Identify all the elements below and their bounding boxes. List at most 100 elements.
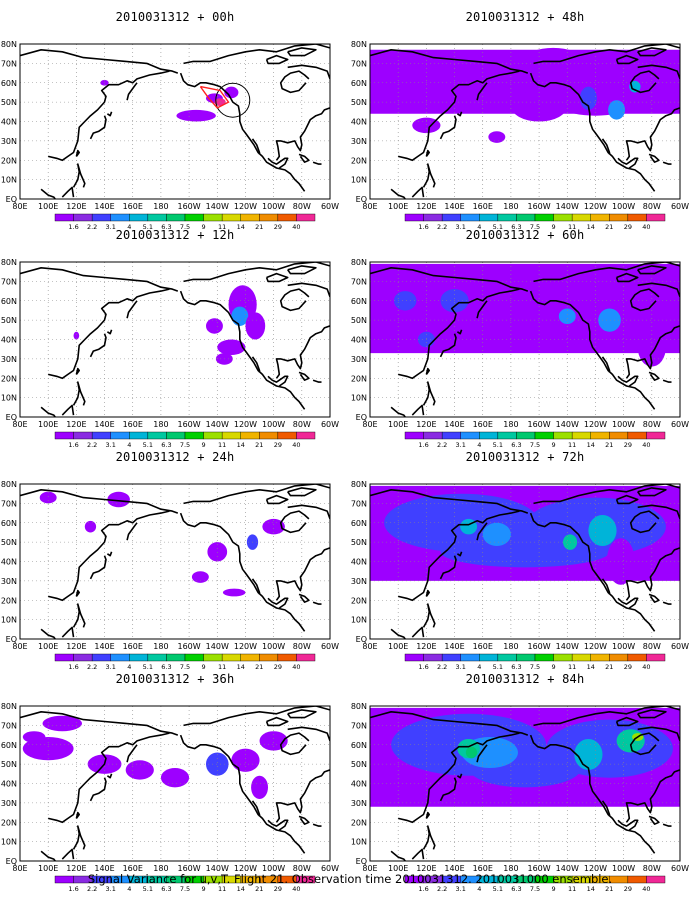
coastline bbox=[275, 325, 330, 379]
coastline bbox=[390, 628, 407, 639]
colorbar-label: 40 bbox=[292, 441, 300, 449]
shade-blob bbox=[231, 748, 260, 772]
lat-label: EQ bbox=[356, 195, 367, 204]
colorbar-label: 9 bbox=[552, 223, 556, 231]
colorbar-swatch bbox=[571, 653, 591, 662]
coastline bbox=[615, 716, 639, 727]
colorbar-label: 11 bbox=[568, 663, 576, 671]
map-frame bbox=[19, 43, 331, 200]
coastline bbox=[287, 487, 317, 497]
lon-label: 120W bbox=[234, 864, 257, 873]
colorbar-label: 1.6 bbox=[418, 885, 428, 893]
lat-label: 60N bbox=[351, 741, 367, 750]
lat-label: 40N bbox=[1, 558, 17, 567]
colorbar-label: 6.3 bbox=[161, 885, 171, 893]
colorbar-label: 21 bbox=[255, 663, 263, 671]
coastline bbox=[529, 512, 656, 632]
coastline bbox=[529, 72, 656, 192]
panel-title: 2010031312 + 84h bbox=[465, 672, 585, 686]
coastline bbox=[601, 578, 611, 595]
shading-layer bbox=[20, 44, 330, 199]
colorbar-label: 9 bbox=[552, 663, 556, 671]
colorbar-label: 9 bbox=[202, 223, 206, 231]
shade-blob bbox=[245, 312, 266, 340]
lat-label: 20N bbox=[351, 596, 367, 605]
colorbar-swatch bbox=[240, 653, 260, 662]
coastline bbox=[89, 333, 107, 358]
colorbar-label: 3.1 bbox=[456, 663, 466, 671]
colorbar-label: 40 bbox=[642, 885, 650, 893]
coastline bbox=[456, 111, 463, 117]
colorbar-swatch bbox=[54, 431, 74, 440]
shade-blob bbox=[217, 339, 246, 355]
colorbar-label: 9 bbox=[552, 441, 556, 449]
map-frame bbox=[369, 483, 681, 640]
shade-blob bbox=[224, 86, 239, 99]
colorbar-label: 29 bbox=[624, 223, 632, 231]
coastline bbox=[533, 262, 680, 283]
lon-label: 60W bbox=[671, 642, 689, 651]
lon-label: 120E bbox=[416, 202, 436, 211]
colorbar-swatch bbox=[203, 653, 223, 662]
coastline bbox=[648, 153, 660, 163]
colorbar-label: 9 bbox=[202, 663, 206, 671]
colorbar-label: 5.1 bbox=[143, 885, 153, 893]
coastline bbox=[279, 510, 310, 534]
lon-label: 60W bbox=[321, 642, 339, 651]
lat-label: 80N bbox=[1, 702, 17, 711]
coastlines bbox=[370, 706, 680, 861]
map-panel: 2010031312 + 48h 80N 70N 60N 50N 40N 30N 20N 10N… bbox=[350, 2, 700, 231]
lat-label: 20N bbox=[351, 818, 367, 827]
coastline bbox=[75, 367, 80, 375]
colorbar-swatch bbox=[479, 431, 499, 440]
coastline bbox=[126, 522, 138, 541]
coastline bbox=[601, 356, 611, 373]
coastline bbox=[287, 726, 330, 742]
lon-label: 80E bbox=[362, 864, 377, 873]
shade-blob bbox=[440, 536, 610, 568]
lon-label: 120E bbox=[416, 864, 436, 873]
colorbar-label: 6.3 bbox=[161, 223, 171, 231]
colorbar-label: 29 bbox=[624, 885, 632, 893]
coastline bbox=[20, 489, 179, 514]
coastline bbox=[533, 44, 680, 65]
coastline bbox=[629, 510, 660, 534]
lon-label: 180 bbox=[153, 864, 168, 873]
colorbar-swatch bbox=[296, 431, 316, 440]
coastline bbox=[279, 288, 310, 312]
coastline bbox=[398, 510, 520, 602]
shading-layer bbox=[370, 44, 680, 199]
lon-label: 160E bbox=[123, 864, 143, 873]
colorbar-label: 3.1 bbox=[106, 663, 116, 671]
coastline bbox=[601, 800, 611, 817]
shade-blob bbox=[588, 515, 617, 546]
coastline bbox=[456, 773, 463, 779]
lon-label: 140W bbox=[206, 642, 229, 651]
coastline bbox=[40, 406, 57, 417]
coastline bbox=[648, 371, 660, 381]
lon-label: 80E bbox=[12, 420, 27, 429]
colorbar-label: 7.5 bbox=[530, 885, 540, 893]
lon-label: 140W bbox=[556, 202, 579, 211]
shade-blob bbox=[206, 318, 223, 334]
colorbar-label: 14 bbox=[237, 223, 245, 231]
coastline bbox=[287, 709, 317, 719]
lon-label: 100E bbox=[38, 864, 58, 873]
coastline bbox=[75, 149, 80, 157]
coastline bbox=[637, 265, 667, 275]
colorbar-label: 29 bbox=[624, 663, 632, 671]
graticule bbox=[20, 484, 330, 639]
lon-label: 120E bbox=[66, 202, 86, 211]
colorbar-label: 5.1 bbox=[493, 441, 503, 449]
lat-label: 70N bbox=[1, 59, 17, 68]
coastline bbox=[106, 773, 113, 779]
map-frame bbox=[369, 705, 681, 862]
colorbar-swatch bbox=[404, 653, 424, 662]
coastlines bbox=[370, 44, 680, 199]
observation-circle bbox=[215, 82, 251, 118]
coastline bbox=[251, 800, 261, 817]
colorbar-label: 11 bbox=[218, 441, 226, 449]
colorbar-swatch bbox=[497, 431, 517, 440]
